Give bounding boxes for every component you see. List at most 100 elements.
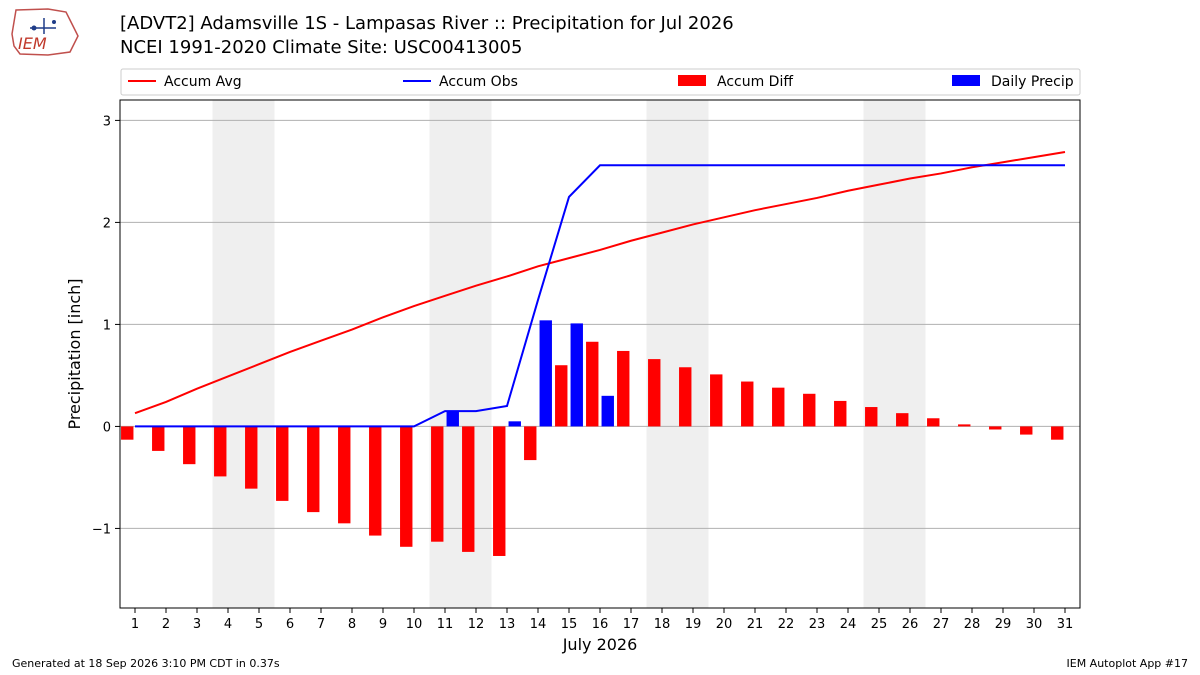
daily-precip-bar: [601, 395, 614, 427]
y-tick-label: 1: [103, 318, 111, 333]
x-tick-label: 27: [933, 617, 950, 632]
x-tick-label: 7: [317, 617, 325, 632]
accum-diff-bar: [431, 426, 444, 542]
weekend-band: [646, 100, 678, 608]
y-tick-label: −1: [92, 522, 111, 537]
legend-frame: [120, 68, 1081, 96]
x-tick-label: 17: [623, 617, 640, 632]
chart-subtitle: NCEI 1991-2020 Climate Site: USC00413005: [120, 37, 523, 58]
accum-diff-bar: [307, 426, 320, 513]
accum-diff-bar: [555, 365, 568, 427]
weekend-band: [677, 100, 709, 608]
accum-diff-bar: [462, 426, 475, 552]
x-tick-label: 22: [778, 617, 795, 632]
accum-diff-bar: [927, 418, 940, 427]
weekend-band: [212, 100, 244, 608]
legend: Accum Avg Accum Obs Accum Diff Daily Precip: [120, 68, 1081, 96]
x-tick-label: 15: [561, 617, 578, 632]
accum-diff-bar: [214, 426, 227, 477]
daily-precip-bar: [446, 411, 459, 427]
daily-precip-bar: [539, 320, 552, 427]
x-tick-label: 24: [840, 617, 857, 632]
x-tick-label: 16: [592, 617, 609, 632]
x-tick-label: 9: [379, 617, 387, 632]
legend-swatch-daily-precip: [952, 75, 980, 86]
accum-avg-line: [134, 151, 1066, 415]
x-tick-label: 29: [995, 617, 1012, 632]
accum-obs-line: [135, 164, 1065, 428]
x-tick-label: 26: [902, 617, 919, 632]
line-series: [134, 151, 1066, 428]
x-tick-label: 25: [871, 617, 888, 632]
accum-diff-bar: [369, 426, 382, 536]
weekend-band: [863, 100, 895, 608]
x-tick-label: 8: [348, 617, 356, 632]
footer-app: IEM Autoplot App #17: [1066, 657, 1189, 670]
x-tick-label: 18: [654, 617, 671, 632]
x-tick-label: 1: [131, 617, 139, 632]
x-axis: 1 2 3 4 5 6 7 8 9 10 11 12 13 14 15 16 17 18 19 20 21 22 23 24 2…: [131, 608, 1073, 632]
x-tick-label: 2: [162, 617, 170, 632]
x-tick-label: 12: [468, 617, 485, 632]
x-tick-label: 19: [685, 617, 702, 632]
accum-diff-bar: [803, 393, 816, 427]
accum-diff-bar: [276, 426, 289, 501]
iem-logo: IEM: [11, 8, 79, 56]
accum-diff-bar: [586, 341, 599, 427]
accum-diff-bar: [1020, 426, 1033, 435]
weekend-shading: [212, 100, 926, 608]
daily-precip-bar: [508, 421, 521, 427]
x-tick-label: 11: [437, 617, 454, 632]
x-tick-label: 31: [1057, 617, 1074, 632]
accum-diff-bar: [741, 381, 754, 427]
legend-label-accum-diff: Accum Diff: [717, 74, 793, 90]
accum-diff-bar: [121, 426, 134, 440]
accum-diff-bar: [679, 367, 692, 427]
y-tick-label: 2: [103, 216, 111, 231]
y-axis-label: Precipitation [inch]: [65, 278, 84, 429]
x-tick-label: 23: [809, 617, 826, 632]
legend-label-accum-obs: Accum Obs: [439, 74, 518, 90]
accum-diff-bar: [524, 426, 537, 461]
chart-title: [ADVT2] Adamsville 1S - Lampasas River :…: [120, 13, 734, 34]
accum-diff-bar: [245, 426, 258, 489]
x-tick-label: 6: [286, 617, 294, 632]
x-tick-label: 28: [964, 617, 981, 632]
weekend-band: [894, 100, 926, 608]
x-tick-label: 5: [255, 617, 263, 632]
accum-diff-bar: [152, 426, 165, 451]
accum-diff-bar: [1051, 426, 1064, 440]
legend-label-accum-avg: Accum Avg: [164, 74, 242, 90]
y-axis: −1 0 1 2 3: [92, 114, 120, 537]
legend-label-daily-precip: Daily Precip: [991, 74, 1074, 90]
accum-diff-bar: [710, 374, 723, 427]
x-tick-label: 30: [1026, 617, 1043, 632]
logo-text: IEM: [18, 34, 47, 53]
accum-diff-bar: [772, 387, 785, 427]
accum-diff-bar: [896, 413, 909, 427]
accum-diff-bar: [617, 350, 630, 427]
bar-series: [121, 320, 1064, 556]
accum-diff-bar: [648, 359, 661, 427]
x-tick-label: 20: [716, 617, 733, 632]
x-tick-label: 10: [406, 617, 423, 632]
footer-generated: Generated at 18 Sep 2026 3:10 PM CDT in …: [12, 657, 280, 670]
accum-diff-bar: [493, 426, 506, 556]
legend-swatch-accum-diff: [678, 75, 706, 86]
accum-diff-bar: [958, 424, 971, 427]
x-tick-label: 21: [747, 617, 764, 632]
x-tick-label: 13: [499, 617, 516, 632]
x-tick-label: 3: [193, 617, 201, 632]
x-tick-label: 4: [224, 617, 232, 632]
y-tick-label: 3: [103, 114, 111, 129]
accum-diff-bar: [865, 407, 878, 427]
accum-diff-bar: [400, 426, 413, 547]
y-tick-label: 0: [103, 420, 111, 435]
accum-diff-bar: [834, 400, 847, 427]
x-axis-label: July 2026: [562, 635, 638, 654]
weekend-band: [243, 100, 275, 608]
accum-diff-bar: [989, 426, 1002, 430]
x-tick-label: 14: [530, 617, 547, 632]
accum-diff-bar: [183, 426, 196, 465]
